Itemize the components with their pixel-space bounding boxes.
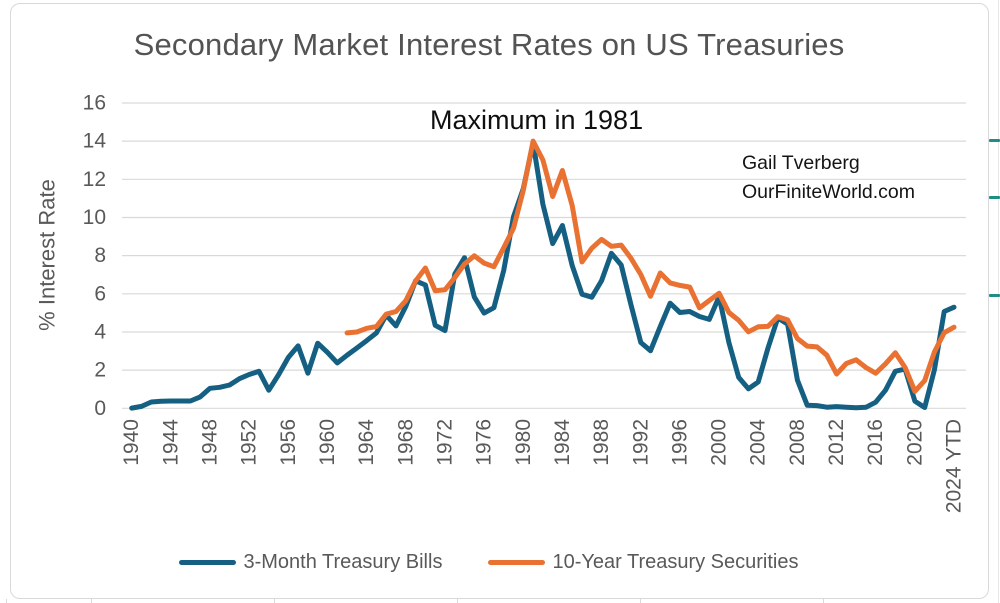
y-axis-title: % Interest Rate	[35, 179, 60, 331]
legend-line-blue-icon	[179, 559, 237, 565]
series-line-10-year-treasury-securities	[344, 138, 957, 394]
y-tick-label: 6	[94, 282, 106, 305]
worksheet-accent-dash	[989, 139, 1000, 142]
y-tick-label: 2	[94, 359, 106, 382]
worksheet-cell-line	[640, 599, 641, 603]
x-tick-label: 2008	[786, 419, 809, 466]
y-tick-label: 8	[94, 244, 106, 267]
y-tick-label: 12	[83, 168, 106, 191]
worksheet-cell-line	[91, 599, 92, 603]
x-tick-label: 2012	[825, 419, 848, 466]
worksheet-cell-line	[457, 599, 458, 603]
x-tick-label: 2024 YTD	[943, 419, 966, 513]
y-tick-label: 0	[94, 397, 106, 420]
annotation-maximum-1981: Maximum in 1981	[430, 105, 644, 135]
legend-label-10-year: 10-Year Treasury Securities	[552, 550, 799, 573]
x-tick-label: 1940	[120, 419, 143, 466]
x-tick-label: 1968	[394, 419, 417, 466]
y-tick-label: 10	[83, 206, 106, 229]
legend-line-orange-icon	[488, 559, 546, 565]
x-tick-label: 2020	[903, 419, 926, 466]
worksheet-accent-dash	[989, 196, 1000, 199]
x-tick-label: 1976	[473, 419, 496, 466]
x-tick-label: 1984	[551, 419, 574, 466]
x-tick-label: 1952	[238, 419, 261, 466]
chart-legend: 3-Month Treasury Bills 10-Year Treasury …	[0, 548, 978, 576]
y-tick-label: 16	[83, 92, 106, 115]
x-tick-label: 1960	[316, 419, 339, 466]
x-tick-label: 1980	[512, 419, 535, 466]
worksheet-cell-line	[823, 599, 824, 603]
y-tick-label: 4	[94, 321, 106, 344]
x-tick-label: 1948	[199, 419, 222, 466]
worksheet-cell-line	[274, 599, 275, 603]
y-tick-label: 14	[83, 130, 107, 153]
x-tick-label: 1956	[277, 419, 300, 466]
attribution: Gail Tverberg OurFiniteWorld.com	[742, 149, 915, 207]
x-tick-label: 2016	[864, 419, 887, 466]
attribution-site: OurFiniteWorld.com	[742, 181, 916, 203]
x-tick-label: 1992	[629, 419, 652, 466]
worksheet-accent-dash	[989, 294, 1000, 297]
worksheet-cell-line	[6, 599, 7, 603]
x-tick-label: 1944	[159, 419, 182, 466]
worksheet-cell-line	[998, 0, 999, 603]
x-tick-label: 1996	[668, 419, 691, 466]
x-tick-label: 2000	[708, 419, 731, 466]
legend-item-3-month-treasury-bills[interactable]: 3-Month Treasury Bills	[179, 551, 442, 574]
chart-card	[10, 3, 989, 599]
legend-item-10-year-treasury-securities[interactable]: 10-Year Treasury Securities	[488, 550, 799, 574]
x-tick-label: 1988	[590, 419, 613, 466]
attribution-author: Gail Tverberg	[742, 152, 860, 174]
legend-label-3-month: 3-Month Treasury Bills	[243, 550, 443, 573]
chart-title: Secondary Market Interest Rates on US Tr…	[133, 27, 845, 62]
series-line-3-month-treasury-bills	[129, 140, 957, 411]
x-tick-label: 1972	[434, 419, 457, 466]
x-tick-label: 2004	[747, 419, 770, 466]
x-tick-label: 1964	[355, 419, 378, 466]
